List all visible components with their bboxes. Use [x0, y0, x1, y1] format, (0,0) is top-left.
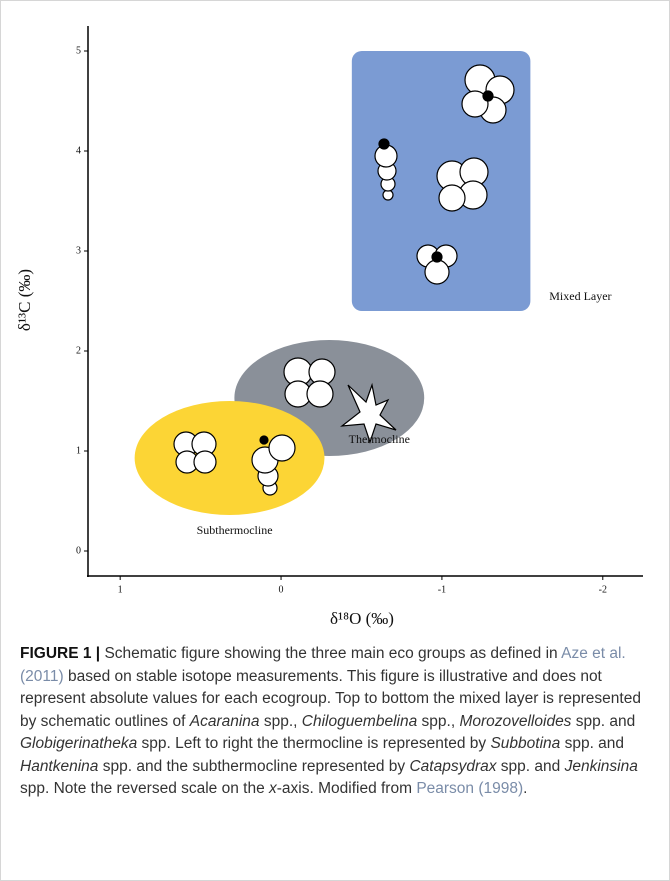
caption-italic: x — [269, 780, 277, 797]
foram-icon — [174, 432, 216, 473]
caption-plain: Schematic figure showing the three main … — [100, 645, 561, 662]
caption-plain: spp. Note the reversed scale on the — [20, 780, 269, 797]
y-axis-label: δ¹³C (‰) — [15, 269, 34, 331]
x-axis-label: δ¹⁸O (‰) — [330, 609, 394, 628]
y-tick-label: 1 — [76, 445, 81, 456]
caption-plain: spp., — [417, 713, 459, 730]
caption-italic: Morozovelloides — [459, 713, 571, 730]
caption-link[interactable]: Pearson (1998) — [416, 780, 523, 797]
caption-plain: -axis. Modified from — [277, 780, 417, 797]
x-tick-label: -2 — [599, 584, 607, 595]
region-label: Mixed Layer — [549, 289, 611, 303]
chart: δ¹³C (‰) δ¹⁸O (‰) 0 1 2 3 4 5 1 0 -1 -2 Mixed Laye… — [0, 0, 670, 640]
caption-plain: spp., — [260, 713, 302, 730]
caption-bold: FIGURE 1 | — [20, 645, 100, 662]
page: δ¹³C (‰) δ¹⁸O (‰) 0 1 2 3 4 5 1 0 -1 -2 Mixed Laye… — [0, 0, 670, 881]
x-tick-label: -1 — [438, 584, 446, 595]
y-tick-label: 4 — [76, 145, 81, 156]
caption-plain: spp. and — [571, 713, 635, 730]
caption-italic: Catapsydrax — [409, 758, 496, 775]
caption-italic: Acaranina — [190, 713, 260, 730]
y-tick-label: 5 — [76, 45, 81, 56]
caption-italic: Globigerinatheka — [20, 735, 137, 752]
region-ellipse — [135, 401, 325, 515]
y-tick-label: 3 — [76, 245, 81, 256]
caption-plain: spp. and — [560, 735, 624, 752]
x-tick-label: 0 — [279, 584, 284, 595]
caption-plain: spp. and — [497, 758, 565, 775]
caption-plain: spp. and the subthermocline represented … — [98, 758, 409, 775]
caption-italic: Subbotina — [490, 735, 560, 752]
caption-italic: Jenkinsina — [565, 758, 638, 775]
region-label: Thermocline — [349, 432, 410, 446]
foram-icon — [437, 158, 488, 211]
caption-plain: spp. Left to right the thermocline is re… — [137, 735, 490, 752]
x-tick-label: 1 — [118, 584, 123, 595]
y-tick-label: 0 — [76, 545, 81, 556]
region-label: Subthermocline — [197, 523, 273, 537]
caption-italic: Chiloguembelina — [302, 713, 417, 730]
caption-plain: . — [523, 780, 527, 797]
caption-italic: Hantkenina — [20, 758, 98, 775]
figure-caption: FIGURE 1 | Schematic figure showing the … — [20, 643, 652, 801]
y-tick-label: 2 — [76, 345, 81, 356]
